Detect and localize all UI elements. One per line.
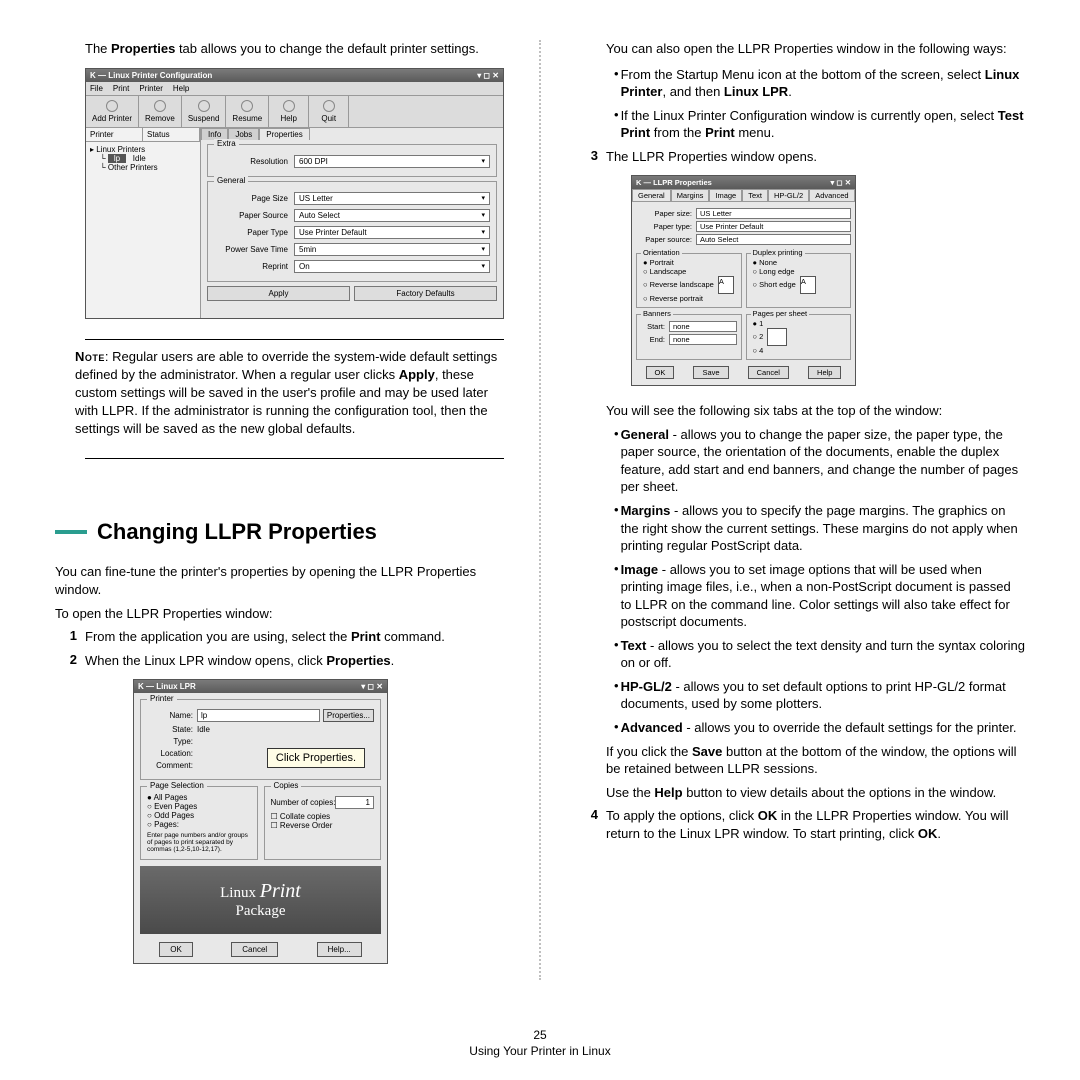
page-footer: 25 Using Your Printer in Linux	[0, 1028, 1080, 1058]
intro-text: The Properties tab allows you to change …	[55, 40, 504, 58]
note-text: Note: Regular users are able to override…	[55, 348, 504, 439]
bullet: •If the Linux Printer Configuration wind…	[606, 107, 1025, 142]
bullet: •Image - allows you to set image options…	[606, 561, 1025, 631]
linux-lpr-screenshot: K — Linux LPR▾ ◻ ✕ Printer Name:lpProper…	[133, 679, 388, 964]
body-text: You can fine-tune the printer's properti…	[55, 563, 504, 598]
bullet: •General - allows you to change the pape…	[606, 426, 1025, 496]
bullet: •Text - allows you to select the text de…	[606, 637, 1025, 672]
step-4: 4 To apply the options, click OK in the …	[576, 807, 1025, 842]
body-text: Use the Help button to view details abou…	[576, 784, 1025, 802]
note-separator	[85, 339, 504, 340]
step-1: 1 From the application you are using, se…	[55, 628, 504, 646]
note-separator-bottom	[85, 458, 504, 459]
step-3: 3 The LLPR Properties window opens.	[576, 148, 1025, 166]
body-text: You can also open the LLPR Properties wi…	[576, 40, 1025, 58]
bullet: •HP-GL/2 - allows you to set default opt…	[606, 678, 1025, 713]
body-text: If you click the Save button at the bott…	[576, 743, 1025, 778]
section-heading: Changing LLPR Properties	[55, 519, 504, 545]
linux-printer-config-screenshot: K — Linux Printer Configuration▾ ◻ ✕ Fil…	[85, 68, 504, 319]
body-text: To open the LLPR Properties window:	[55, 605, 504, 623]
llpr-properties-screenshot: K — LLPR Properties▾ ◻ ✕ GeneralMarginsI…	[631, 175, 856, 386]
step-2: 2 When the Linux LPR window opens, click…	[55, 652, 504, 670]
bullet: •From the Startup Menu icon at the botto…	[606, 66, 1025, 101]
callout: Click Properties.	[267, 748, 365, 768]
bullet: •Advanced - allows you to override the d…	[606, 719, 1025, 737]
body-text: You will see the following six tabs at t…	[576, 402, 1025, 420]
bullet: •Margins - allows you to specify the pag…	[606, 502, 1025, 555]
